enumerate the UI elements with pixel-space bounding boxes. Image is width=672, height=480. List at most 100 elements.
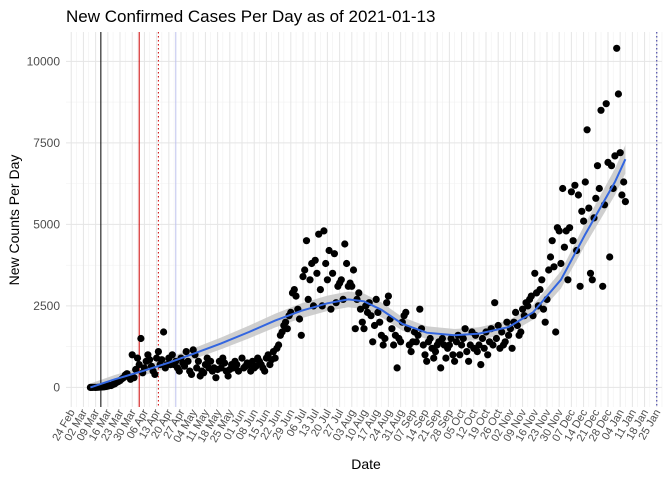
data-point [592,194,600,202]
data-point [283,325,291,333]
data-point [133,354,142,362]
data-point [456,351,464,359]
data-point [360,325,368,333]
data-point [343,259,351,268]
data-point [299,273,307,281]
data-point [458,341,466,349]
data-point [135,361,143,369]
data-point [292,292,300,300]
data-point [611,152,619,160]
data-point [581,178,589,186]
data-point [494,321,502,330]
data-point [505,331,513,339]
data-point [351,325,359,333]
data-point [576,282,584,290]
data-point [393,364,401,372]
data-point [327,305,335,313]
data-point [306,276,314,284]
data-point [539,305,548,313]
data-point [491,299,499,307]
data-point [233,361,241,369]
data-point [618,191,626,199]
data-point [390,341,398,349]
data-point [381,334,389,343]
data-point [531,269,539,277]
data-point [325,246,333,255]
data-point [146,356,154,364]
smooth-line [90,158,627,389]
data-point [130,374,138,382]
data-point [322,259,330,268]
data-point [508,344,516,352]
data-point [311,256,319,264]
data-point [384,292,392,300]
data-points [86,44,630,391]
data-point [358,318,366,326]
data-point [302,237,311,245]
data-point [224,372,232,380]
data-point [614,90,623,98]
data-point [484,351,492,359]
data-point [566,224,574,232]
data-point [463,348,471,356]
data-point [168,351,176,359]
data-point [578,207,586,215]
data-point [501,338,509,346]
data-point [567,188,576,196]
data-point [295,315,304,323]
smooth-trend-line [90,158,627,389]
data-point [419,341,427,349]
data-point [430,354,438,362]
y-tick-label: 0 [53,380,60,394]
data-point [588,276,596,284]
y-tick-label: 10000 [27,54,61,68]
data-point [545,266,553,274]
data-point [492,334,500,343]
data-point [151,370,159,378]
data-point [452,338,460,346]
data-point [527,292,535,300]
data-point [379,341,387,349]
data-point [337,276,345,284]
data-point [290,286,298,294]
data-point [329,269,337,277]
data-point [369,338,377,346]
data-point [282,318,290,326]
data-point [407,348,415,356]
data-point [606,253,614,261]
data-point [602,100,610,108]
data-point [402,308,410,316]
data-point [426,334,434,343]
data-point [586,269,595,277]
data-point [599,282,607,290]
data-point [238,354,246,362]
data-point [234,367,243,375]
data-point [194,357,202,365]
data-point [613,44,621,52]
data-point [154,348,162,356]
data-point [372,295,380,303]
data-point [442,354,450,362]
data-point [511,308,520,316]
data-point [341,240,349,248]
data-point [548,237,556,245]
data-point [414,331,422,339]
data-point [449,351,457,359]
data-point [473,348,481,356]
chart-title: New Confirmed Cases Per Day as of 2021-0… [66,7,435,26]
data-point [313,269,321,277]
data-point [278,328,286,336]
reference-lines [100,32,658,407]
data-point [423,357,431,365]
data-point [370,321,379,330]
data-point [519,305,527,313]
data-point [560,243,569,251]
y-tick-label: 7500 [33,136,60,150]
data-point [445,341,453,349]
data-point [212,374,220,382]
data-point [221,359,229,367]
data-point [431,348,440,356]
data-point [597,106,605,114]
data-point [477,361,485,369]
